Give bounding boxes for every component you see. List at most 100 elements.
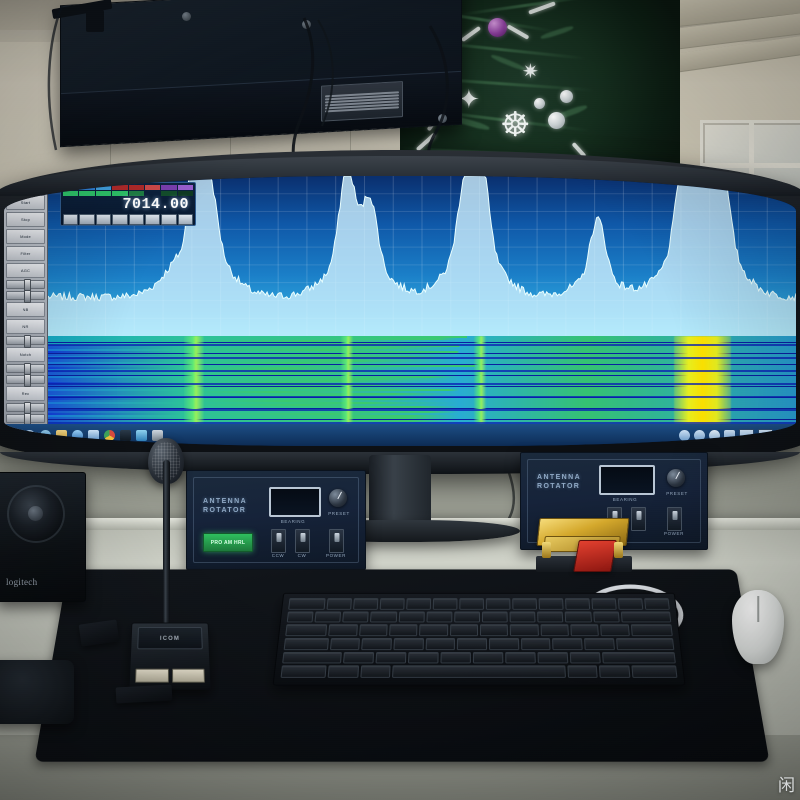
rotator-ccw-switch[interactable] bbox=[271, 529, 286, 553]
sdr-button-mode[interactable]: Mode bbox=[6, 229, 45, 244]
computer-mouse[interactable] bbox=[732, 590, 784, 664]
key-capslock[interactable] bbox=[283, 638, 329, 650]
key-tab[interactable] bbox=[285, 624, 328, 637]
key[interactable] bbox=[537, 651, 569, 664]
key-shift-right[interactable] bbox=[601, 651, 676, 664]
key[interactable] bbox=[488, 638, 519, 650]
key[interactable] bbox=[564, 598, 590, 610]
logger-icon[interactable] bbox=[152, 429, 163, 441]
key[interactable] bbox=[481, 611, 508, 623]
key-ctrl-left[interactable] bbox=[280, 665, 327, 678]
key[interactable] bbox=[405, 598, 431, 610]
volume-icon[interactable] bbox=[694, 429, 705, 441]
frequency-readout-panel[interactable]: 7014.00 bbox=[60, 182, 196, 226]
rotator-preset-knob[interactable] bbox=[667, 469, 685, 487]
key[interactable] bbox=[393, 638, 424, 650]
cw-key-red-paddle[interactable] bbox=[573, 540, 617, 572]
rotator-preset-knob[interactable] bbox=[329, 489, 347, 507]
key[interactable] bbox=[375, 651, 407, 664]
sdr-button-start[interactable]: Start bbox=[6, 195, 45, 210]
key-ctrl-right[interactable] bbox=[631, 665, 678, 678]
key[interactable] bbox=[600, 624, 630, 637]
system-tray[interactable] bbox=[679, 429, 792, 441]
key[interactable] bbox=[352, 598, 378, 610]
window-tile-icon[interactable] bbox=[758, 429, 773, 441]
chrome-icon[interactable] bbox=[104, 429, 115, 441]
keyboard-row-shift[interactable] bbox=[282, 651, 676, 664]
rotator-power-switch[interactable] bbox=[667, 507, 682, 531]
antenna-rotator-left[interactable]: ANTENNA ROTATOR PRESET BEARING PRO AM HR… bbox=[186, 470, 366, 570]
key[interactable] bbox=[485, 598, 511, 610]
key[interactable] bbox=[630, 624, 673, 637]
microphone-function-button[interactable] bbox=[171, 668, 206, 683]
key[interactable] bbox=[425, 638, 456, 650]
key[interactable] bbox=[432, 598, 458, 610]
mail-icon[interactable] bbox=[88, 429, 99, 441]
key[interactable] bbox=[459, 598, 484, 610]
key-space[interactable] bbox=[392, 665, 566, 678]
key-enter[interactable] bbox=[615, 638, 675, 650]
key[interactable] bbox=[329, 638, 361, 650]
key[interactable] bbox=[426, 611, 453, 623]
key-alt-right[interactable] bbox=[566, 665, 599, 678]
key[interactable] bbox=[505, 651, 536, 664]
key[interactable] bbox=[617, 598, 644, 610]
key[interactable] bbox=[358, 624, 388, 637]
sdr-slider-gain[interactable] bbox=[6, 290, 45, 303]
key[interactable] bbox=[480, 624, 509, 637]
keyboard[interactable] bbox=[272, 592, 686, 686]
key[interactable] bbox=[538, 598, 564, 610]
key[interactable] bbox=[457, 638, 488, 650]
key[interactable] bbox=[326, 598, 352, 610]
keyboard-row-home[interactable] bbox=[283, 638, 675, 650]
key-shift-left[interactable] bbox=[282, 651, 342, 664]
cloud-icon[interactable] bbox=[709, 429, 720, 441]
key[interactable] bbox=[511, 598, 537, 610]
key[interactable] bbox=[509, 611, 536, 623]
sdr-application[interactable]: Start Stop Mode Filter AGC NB NR Notch R… bbox=[4, 176, 796, 446]
keyboard-row-numbers[interactable] bbox=[286, 611, 672, 623]
microphone-button-row[interactable] bbox=[134, 668, 206, 683]
keyboard-row-function[interactable] bbox=[288, 598, 670, 610]
key[interactable] bbox=[314, 611, 342, 623]
key-fn[interactable] bbox=[599, 665, 631, 678]
sdr-button-rec[interactable]: Rec bbox=[6, 386, 45, 401]
wifi-icon[interactable] bbox=[724, 429, 735, 441]
key[interactable] bbox=[472, 651, 504, 664]
sdr-slider-speed[interactable] bbox=[6, 402, 45, 415]
key[interactable] bbox=[540, 624, 569, 637]
sdr-slider-squelch[interactable] bbox=[6, 335, 45, 348]
key[interactable] bbox=[407, 651, 439, 664]
sdr-button-notch[interactable]: Notch bbox=[6, 347, 45, 362]
start-orb-icon[interactable] bbox=[8, 429, 19, 441]
key[interactable] bbox=[449, 624, 479, 637]
key[interactable] bbox=[520, 638, 551, 650]
key[interactable] bbox=[342, 611, 370, 623]
keyboard-row-space[interactable] bbox=[280, 665, 678, 678]
key[interactable] bbox=[286, 611, 314, 623]
browser-icon[interactable] bbox=[72, 429, 83, 441]
key[interactable] bbox=[592, 611, 620, 623]
sdr-button-nb[interactable]: NB bbox=[6, 302, 45, 317]
microphone-ptt-button[interactable] bbox=[134, 668, 169, 683]
search-icon[interactable] bbox=[24, 429, 35, 441]
key[interactable] bbox=[370, 611, 397, 623]
key[interactable] bbox=[328, 624, 358, 637]
key[interactable] bbox=[644, 598, 670, 610]
key[interactable] bbox=[398, 611, 425, 623]
key[interactable] bbox=[510, 624, 539, 637]
rotator-cw-switch[interactable] bbox=[295, 529, 310, 553]
microphone-base[interactable]: ICOM bbox=[128, 622, 212, 690]
key-win[interactable] bbox=[327, 665, 359, 678]
network-icon[interactable] bbox=[679, 429, 690, 441]
rotator-power-switch[interactable] bbox=[329, 529, 344, 553]
key[interactable] bbox=[565, 611, 592, 623]
sdr-slider-brightness[interactable] bbox=[6, 374, 45, 387]
key[interactable] bbox=[288, 598, 326, 610]
key[interactable] bbox=[440, 651, 471, 664]
key[interactable] bbox=[552, 638, 583, 650]
sdr-slider-volume[interactable] bbox=[6, 279, 45, 292]
sdr-app-icon[interactable] bbox=[136, 429, 147, 441]
sdr-button-filter[interactable]: Filter bbox=[6, 246, 45, 261]
key[interactable] bbox=[379, 598, 405, 610]
